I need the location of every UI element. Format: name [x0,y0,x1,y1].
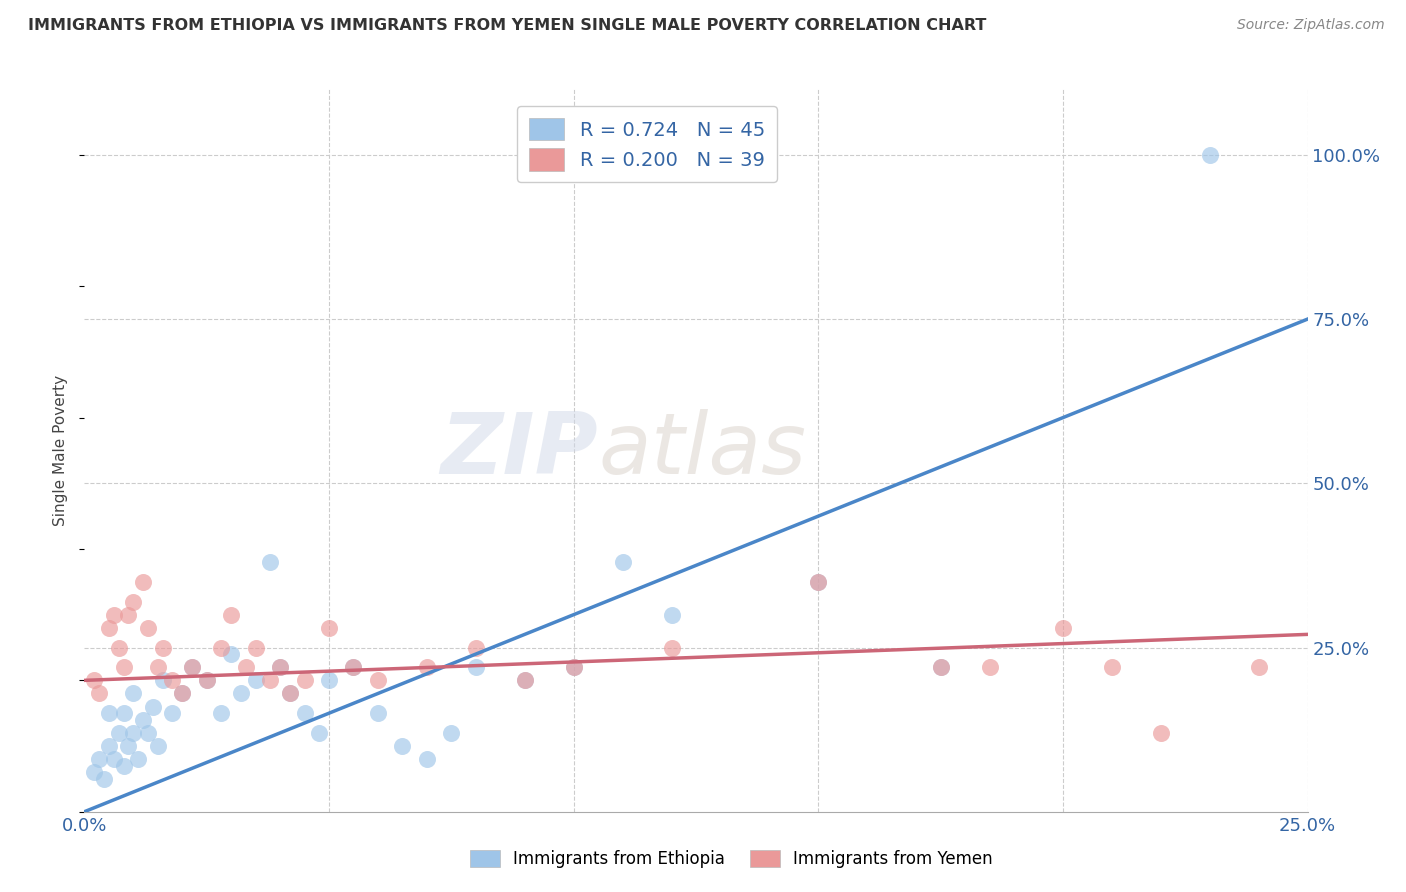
Point [342,660,364,674]
Point [391,739,413,753]
Point [1101,660,1123,674]
Point [152,640,174,655]
Point [136,621,159,635]
Text: ZIP: ZIP [440,409,598,492]
Point [562,660,585,674]
Point [136,726,159,740]
Point [117,739,139,753]
Point [132,574,155,589]
Point [245,640,267,655]
Point [416,660,439,674]
Point [195,673,218,688]
Point [195,673,218,688]
Point [1247,660,1270,674]
Point [318,673,340,688]
Point [929,660,952,674]
Point [209,640,232,655]
Point [464,660,486,674]
Point [112,758,135,772]
Point [93,772,115,786]
Point [103,607,125,622]
Text: Source: ZipAtlas.com: Source: ZipAtlas.com [1237,18,1385,32]
Point [97,706,120,721]
Point [97,739,120,753]
Point [181,660,204,674]
Point [440,726,463,740]
Point [83,765,105,780]
Point [172,686,194,700]
Point [367,673,389,688]
Point [181,660,204,674]
Point [1052,621,1074,635]
Point [219,607,242,622]
Point [87,686,110,700]
Point [294,673,316,688]
Point [269,660,291,674]
Point [259,555,281,569]
Text: atlas: atlas [598,409,806,492]
Point [152,673,174,688]
Point [308,726,330,740]
Point [342,660,364,674]
Point [278,686,301,700]
Point [807,574,830,589]
Point [112,660,135,674]
Point [219,647,242,661]
Point [142,699,165,714]
Point [979,660,1001,674]
Point [87,752,110,766]
Point [122,594,145,608]
Y-axis label: Single Male Poverty: Single Male Poverty [53,375,69,526]
Legend: R = 0.724   N = 45, R = 0.200   N = 39: R = 0.724 N = 45, R = 0.200 N = 39 [517,106,776,182]
Point [464,640,486,655]
Point [112,706,135,721]
Text: IMMIGRANTS FROM ETHIOPIA VS IMMIGRANTS FROM YEMEN SINGLE MALE POVERTY CORRELATIO: IMMIGRANTS FROM ETHIOPIA VS IMMIGRANTS F… [28,18,987,33]
Point [162,673,184,688]
Point [259,673,281,688]
Point [122,726,145,740]
Point [562,660,585,674]
Point [1150,726,1173,740]
Point [294,706,316,721]
Point [612,555,634,569]
Point [513,673,536,688]
Point [122,686,145,700]
Point [172,686,194,700]
Point [513,673,536,688]
Point [416,752,439,766]
Point [146,660,169,674]
Point [661,607,683,622]
Point [209,706,232,721]
Point [269,660,291,674]
Point [1198,148,1220,162]
Point [162,706,184,721]
Point [117,607,139,622]
Point [318,621,340,635]
Point [146,739,169,753]
Point [929,660,952,674]
Point [83,673,105,688]
Point [127,752,149,766]
Point [132,713,155,727]
Point [103,752,125,766]
Point [278,686,301,700]
Point [97,621,120,635]
Point [107,640,129,655]
Point [661,640,683,655]
Point [235,660,257,674]
Point [229,686,252,700]
Point [367,706,389,721]
Point [107,726,129,740]
Point [245,673,267,688]
Legend: Immigrants from Ethiopia, Immigrants from Yemen: Immigrants from Ethiopia, Immigrants fro… [463,843,1000,875]
Point [807,574,830,589]
